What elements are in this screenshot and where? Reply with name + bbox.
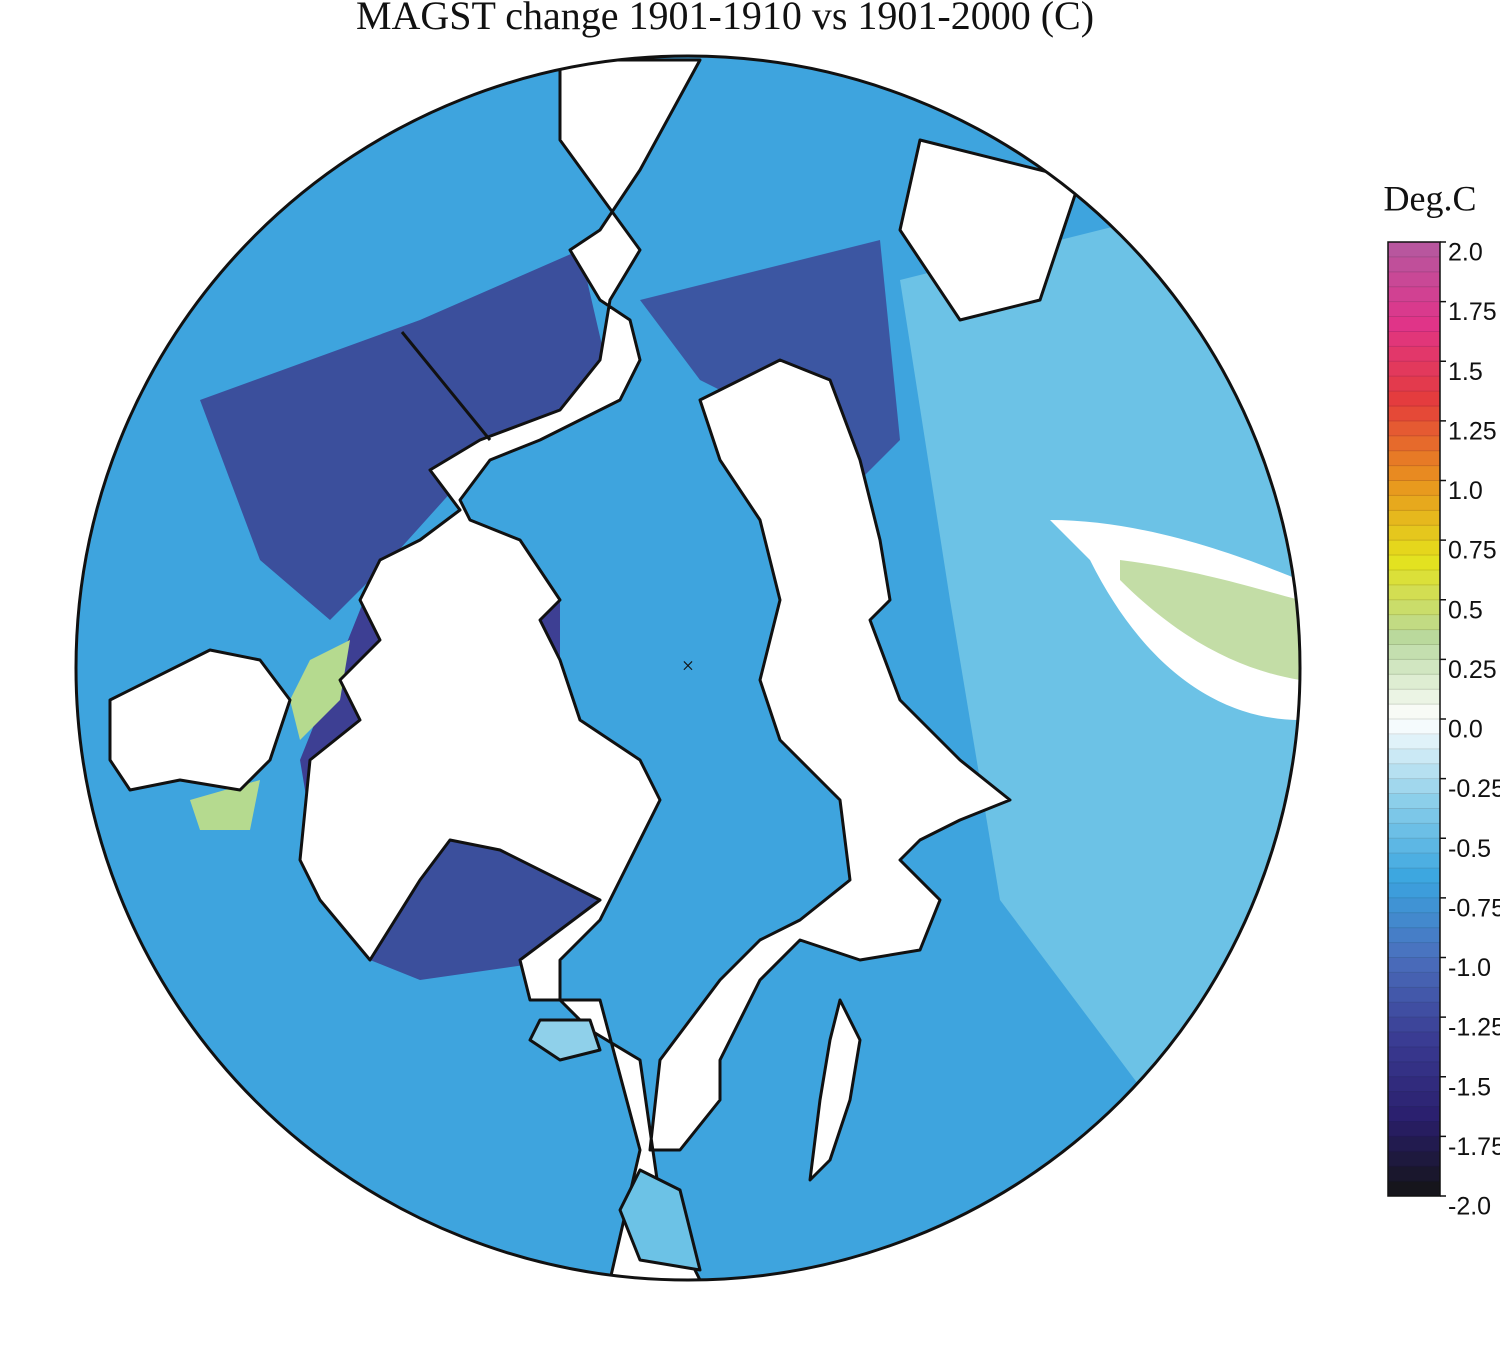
colorbar-band <box>1388 778 1440 795</box>
colorbar-band <box>1388 1181 1440 1197</box>
colorbar-band <box>1388 391 1440 407</box>
colorbar-tick-label: 1.0 <box>1448 477 1483 505</box>
colorbar-band <box>1388 525 1440 541</box>
colorbar-band <box>1388 480 1440 496</box>
map-body <box>76 56 1300 1280</box>
colorbar-tick-label: -1.25 <box>1448 1014 1500 1042</box>
colorbar-band <box>1388 1032 1440 1048</box>
colorbar-band <box>1388 569 1440 586</box>
colorbar-band <box>1388 927 1440 944</box>
colorbar-band <box>1388 435 1440 452</box>
colorbar-band <box>1388 1091 1440 1108</box>
colorbar-band <box>1388 987 1440 1003</box>
colorbar-band <box>1388 1166 1440 1182</box>
colorbar-band <box>1388 271 1440 288</box>
colorbar-band <box>1388 882 1440 899</box>
colorbar-tick-label: 1.5 <box>1448 358 1483 386</box>
colorbar-band <box>1388 957 1440 973</box>
colorbar-band <box>1388 868 1440 884</box>
colorbar-band <box>1388 584 1440 601</box>
pole-marker: × <box>682 653 694 678</box>
colorbar-band <box>1388 495 1440 511</box>
region-light <box>900 180 1300 1100</box>
colorbar: 2.0 1.75 1.5 1.25 1.0 0.75 0.5 0.25 0.0 -0.25 -0.5… <box>1387 239 1500 1221</box>
colorbar-band <box>1388 719 1440 735</box>
colorbar-band <box>1388 897 1440 914</box>
colorbar-band <box>1388 748 1440 765</box>
colorbar-band <box>1388 629 1440 645</box>
colorbar-tick-label: 0.25 <box>1448 656 1497 684</box>
colorbar-band <box>1388 599 1440 616</box>
colorbar-band <box>1388 331 1440 347</box>
colorbar-tick-label: 0.0 <box>1448 716 1483 744</box>
colorbar-band <box>1388 942 1440 958</box>
colorbar-band <box>1388 450 1440 467</box>
colorbar-band <box>1388 465 1440 481</box>
colorbar-band <box>1388 316 1440 332</box>
colorbar-band <box>1388 659 1440 675</box>
colorbar-band <box>1388 346 1440 362</box>
colorbar-tick-label: -2.0 <box>1448 1193 1491 1221</box>
colorbar-tick-label: 2.0 <box>1448 239 1483 267</box>
colorbar-band <box>1388 1106 1440 1122</box>
region-warm <box>1120 560 1300 680</box>
colorbar-label: Deg.C <box>1384 178 1477 218</box>
colorbar-tick-label: 1.75 <box>1448 298 1497 326</box>
region-dark-alaska <box>200 250 610 620</box>
colorbar-band <box>1388 1046 1440 1063</box>
colorbar-band <box>1388 555 1440 571</box>
colorbar-band <box>1388 972 1440 988</box>
colorbar-band <box>1388 1017 1440 1033</box>
colorbar-tick-label: -0.75 <box>1448 894 1500 922</box>
title: MAGST change 1901-1910 vs 1901-2000 (C) <box>356 0 1094 38</box>
colorbar-band <box>1388 510 1440 526</box>
colorbar-band <box>1388 853 1440 869</box>
colorbar-band <box>1388 420 1440 437</box>
colorbar-band <box>1388 644 1440 660</box>
colorbar-band <box>1388 614 1440 631</box>
colorbar-band <box>1388 540 1440 556</box>
region-warm-canada <box>290 640 350 740</box>
iceland <box>528 1018 602 1062</box>
colorbar-band <box>1388 793 1440 809</box>
colorbar-tick-label: -1.75 <box>1448 1133 1500 1161</box>
colorbar-band <box>1388 733 1440 750</box>
colorbar-band <box>1388 256 1440 273</box>
map-frame <box>74 54 1302 1282</box>
colorbar-band <box>1388 1151 1440 1167</box>
colorbar-band <box>1388 689 1440 705</box>
colorbar-band <box>1388 704 1440 720</box>
colorbar-band <box>1388 674 1440 690</box>
colorbar-band <box>1388 286 1440 303</box>
colorbar-band <box>1388 912 1440 929</box>
baltic-sea <box>808 998 862 1182</box>
colorbar-band <box>1388 242 1440 258</box>
colorbar-tick-label: -1.0 <box>1448 954 1491 982</box>
colorbar-band <box>1388 376 1440 392</box>
border <box>400 331 492 441</box>
colorbar-tick-label: -1.5 <box>1448 1073 1491 1101</box>
colorbar-band <box>1388 405 1440 422</box>
colorbar-band <box>1388 1002 1440 1018</box>
colorbar-band <box>1388 1136 1440 1152</box>
britain <box>618 1168 702 1272</box>
arctic-ocean <box>298 58 1012 1280</box>
colorbar-tick-label: -0.5 <box>1448 835 1491 863</box>
colorbar-tick-label: 0.5 <box>1448 596 1483 624</box>
hudson-bay <box>108 648 292 792</box>
colorbar-tick-label: -0.25 <box>1448 775 1500 803</box>
colorbar-tick-label: 1.25 <box>1448 417 1497 445</box>
colorbar-band <box>1388 361 1440 377</box>
colorbar-band <box>1388 838 1440 854</box>
colorbar-band <box>1388 823 1440 839</box>
colorbar-band <box>1388 1076 1440 1093</box>
colorbar-band <box>1388 301 1440 318</box>
region-warm-quebec <box>190 780 260 830</box>
colorbar-band <box>1388 1121 1440 1137</box>
colorbar-band <box>1388 808 1440 824</box>
colorbar-band <box>1388 763 1440 780</box>
colorbar-tick-label: 0.75 <box>1448 537 1497 565</box>
colorbar-band <box>1388 1061 1440 1078</box>
